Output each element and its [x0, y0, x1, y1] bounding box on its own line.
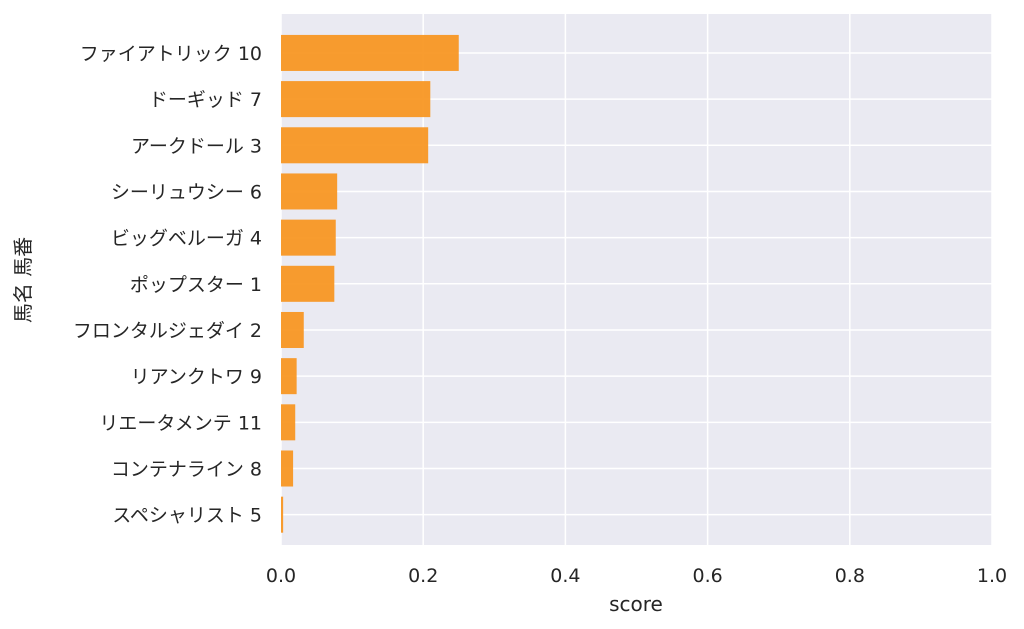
y-tick-label: コンテナライン 8 — [111, 459, 262, 481]
y-tick-label: シーリュウシー 6 — [111, 181, 262, 203]
x-tick-label: 0.4 — [550, 565, 580, 587]
x-tick-label: 0.8 — [835, 565, 865, 587]
bars — [281, 34, 459, 533]
x-tick-label: 0.6 — [692, 565, 722, 587]
bar — [281, 81, 431, 118]
bar — [281, 311, 304, 348]
bar — [281, 496, 284, 533]
x-tick-labels: 0.0 0.2 0.4 0.6 0.8 1.0 — [266, 565, 1007, 587]
x-tick-label: 0.2 — [408, 565, 438, 587]
bar — [281, 358, 297, 395]
x-axis-label: score — [609, 592, 663, 616]
y-tick-label: リエータメンテ 11 — [99, 412, 262, 434]
y-tick-label: フロンタルジェダイ 2 — [73, 320, 262, 342]
bar — [281, 34, 459, 71]
bar — [281, 219, 336, 256]
y-axis-label: 馬名 馬番 — [11, 237, 35, 323]
bar — [281, 450, 294, 487]
y-tick-label: スペシャリスト 5 — [112, 505, 262, 527]
y-tick-label: ドーギッド 7 — [149, 89, 262, 111]
y-tick-labels: ファイアトリック 10 ドーギッド 7 アークドール 3 シーリュウシー 6 ビッグベル… — [73, 43, 262, 527]
bar — [281, 404, 296, 441]
x-tick-label: 0.0 — [266, 565, 296, 587]
bar — [281, 127, 429, 164]
y-tick-label: リアンクトワ 9 — [131, 366, 262, 388]
bar — [281, 265, 335, 302]
y-tick-label: ポップスター 1 — [130, 274, 262, 296]
y-tick-label: アークドール 3 — [131, 135, 262, 157]
y-tick-label: ファイアトリック 10 — [80, 43, 262, 65]
bar — [281, 173, 338, 210]
x-tick-label: 1.0 — [977, 565, 1007, 587]
y-tick-label: ビッグベルーガ 4 — [111, 228, 262, 250]
